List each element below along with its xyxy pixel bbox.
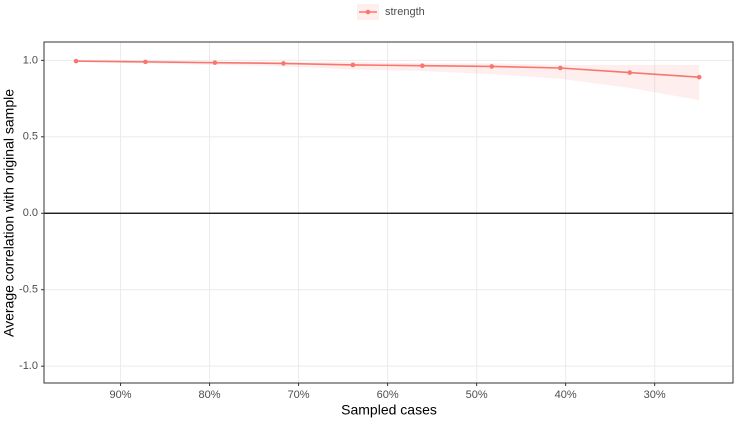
x-tick-label: 70%: [288, 389, 310, 401]
point: [212, 60, 218, 65]
y-tick-label: 0.0: [23, 207, 38, 219]
confidence-band: [76, 60, 700, 101]
x-tick-label: 80%: [199, 389, 221, 401]
panel-border: [43, 41, 734, 384]
x-tick-label: 90%: [110, 389, 132, 401]
legend-point: [365, 9, 371, 15]
point: [627, 70, 633, 75]
x-tick-label: 60%: [377, 389, 399, 401]
x-tick-label: 40%: [555, 389, 577, 401]
line: [76, 60, 700, 78]
y-tick-label: 1.0: [23, 54, 38, 66]
point: [143, 59, 148, 65]
point: [696, 74, 702, 80]
x-axis-title: Sampled cases: [341, 402, 437, 418]
y-tick-label: -1.0: [19, 360, 38, 372]
y-tick-label: 0.5: [23, 131, 38, 143]
point: [350, 62, 356, 68]
point: [420, 63, 425, 69]
y-tick-label: -0.5: [19, 284, 38, 296]
x-tick-label: 50%: [466, 389, 488, 401]
point: [281, 61, 286, 66]
point: [73, 58, 79, 64]
point: [489, 64, 495, 69]
legend-label: strength: [385, 6, 425, 18]
point: [558, 65, 563, 71]
x-tick-label: 30%: [644, 389, 666, 401]
y-axis-title: Average correlation with original sample: [1, 89, 17, 337]
